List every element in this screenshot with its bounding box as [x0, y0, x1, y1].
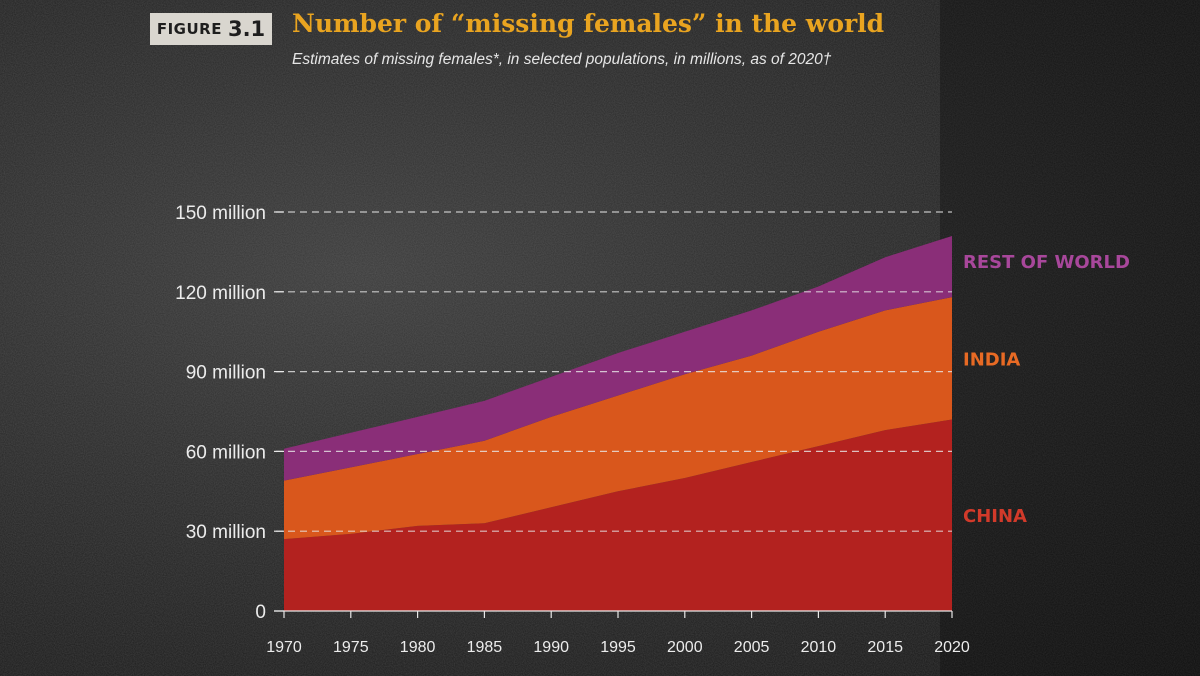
x-tick-label: 1970	[266, 639, 302, 656]
chart-subtitle: Estimates of missing females*, in select…	[292, 51, 832, 68]
x-tick-label: 2000	[667, 639, 703, 656]
x-tick-label: 1975	[333, 639, 369, 656]
y-tick-label: 150 million	[175, 203, 266, 224]
area-china	[284, 419, 952, 611]
x-tick-label: 2010	[801, 639, 837, 656]
x-tick-label: 2005	[734, 639, 770, 656]
x-tick-label: 1990	[533, 639, 569, 656]
x-tick-label: 2015	[867, 639, 903, 656]
x-tick-label: 2020	[934, 639, 970, 656]
y-tick-label: 120 million	[175, 283, 266, 304]
grid-layer	[276, 211, 952, 532]
figure-number: 3.1	[227, 17, 266, 41]
x-tick-label: 1980	[400, 639, 436, 656]
figure-word: FIGURE	[156, 20, 222, 38]
series-label-rest-of-world: REST OF WORLD	[963, 252, 1130, 273]
x-tick-label: 1995	[600, 639, 636, 656]
area-rest-of-world	[284, 235, 952, 481]
y-tick-label: 0	[255, 602, 266, 623]
series-label-china: CHINA	[963, 506, 1027, 527]
area-india	[284, 297, 952, 540]
series-label-india: INDIA	[963, 349, 1020, 370]
axes-layer: 0 30 million 60 million 90 million 120 milli…	[175, 203, 970, 656]
figure-badge: FIGURE 3.1	[150, 13, 272, 45]
y-tick-label: 90 million	[186, 363, 266, 384]
x-tick-label: 1985	[467, 639, 503, 656]
chart-title: Number of “missing females” in the world	[292, 9, 885, 38]
y-tick-label: 60 million	[186, 442, 266, 463]
series-label-layer: CHINA INDIA REST OF WORLD	[963, 252, 1130, 527]
y-tick-label: 30 million	[186, 522, 266, 543]
area-layer	[284, 235, 952, 611]
